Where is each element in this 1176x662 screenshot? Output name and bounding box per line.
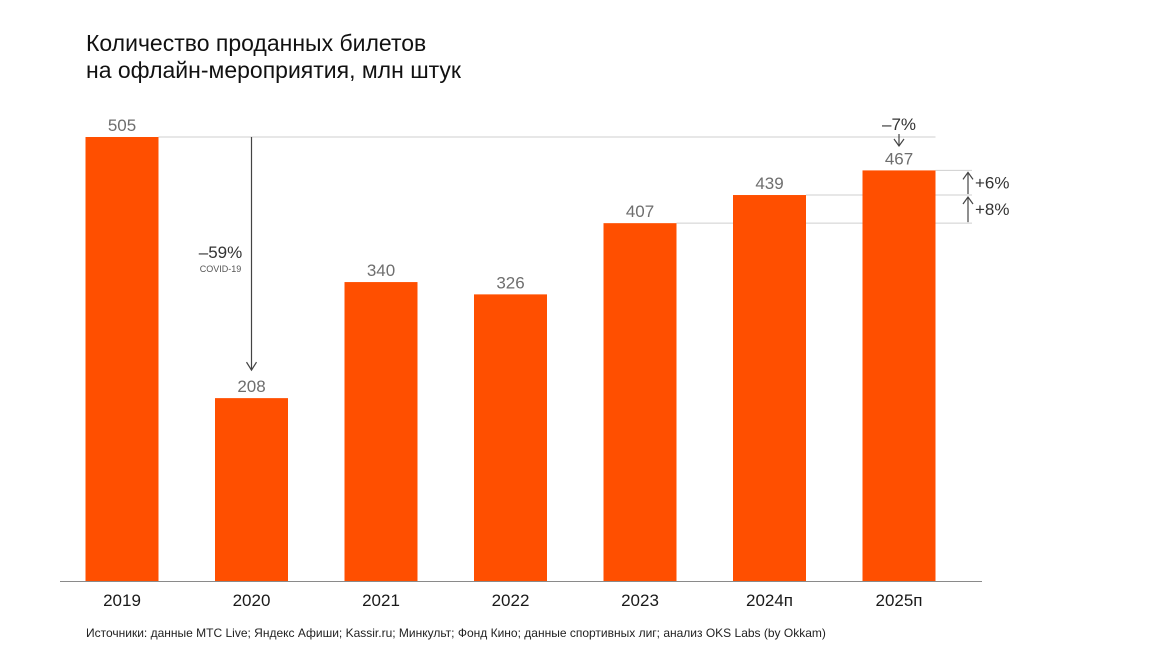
value-label-2019: 505 — [108, 116, 136, 135]
bar-2023 — [603, 223, 677, 582]
value-label-2023: 407 — [626, 202, 654, 221]
chart-title-line-1: Количество проданных билетов — [86, 30, 427, 56]
chart-title: Количество проданных билетов на офлайн-м… — [86, 30, 461, 84]
category-label-2024п: 2024п — [746, 591, 793, 610]
bar-2024п — [733, 195, 806, 582]
category-label-2022: 2022 — [492, 591, 530, 610]
covid-drop-percent: –59% — [199, 243, 242, 262]
chart-title-line-2: на офлайн-мероприятия, млн штук — [86, 57, 461, 83]
growth-arrow-head-0 — [962, 171, 974, 180]
value-label-2021: 340 — [367, 261, 395, 280]
growth-percent-0: +6% — [975, 174, 1010, 193]
bar-2025п — [862, 170, 936, 581]
bar-2022 — [474, 294, 547, 581]
sources-note: Источники: данные МТС Live; Яндекс Афиши… — [86, 626, 826, 640]
covid-drop-arrow-head — [245, 361, 258, 372]
bar-2020 — [215, 398, 288, 581]
forecast-drop-arrow-head — [893, 138, 905, 148]
category-label-2025п: 2025п — [875, 591, 922, 610]
value-label-2025п: 467 — [885, 149, 913, 168]
category-label-2019: 2019 — [103, 591, 141, 610]
forecast-drop-percent: –7% — [882, 115, 916, 134]
value-label-2020: 208 — [237, 377, 265, 396]
bar-2021 — [344, 282, 418, 581]
growth-percent-1: +8% — [975, 200, 1010, 219]
category-label-2023: 2023 — [621, 591, 659, 610]
covid-drop-note: COVID-19 — [200, 264, 242, 274]
value-label-2022: 326 — [496, 273, 524, 292]
value-label-2024п: 439 — [755, 174, 783, 193]
category-label-2021: 2021 — [362, 591, 400, 610]
growth-arrow-head-1 — [962, 195, 974, 205]
category-label-2020: 2020 — [233, 591, 271, 610]
bar-2019 — [85, 137, 159, 581]
